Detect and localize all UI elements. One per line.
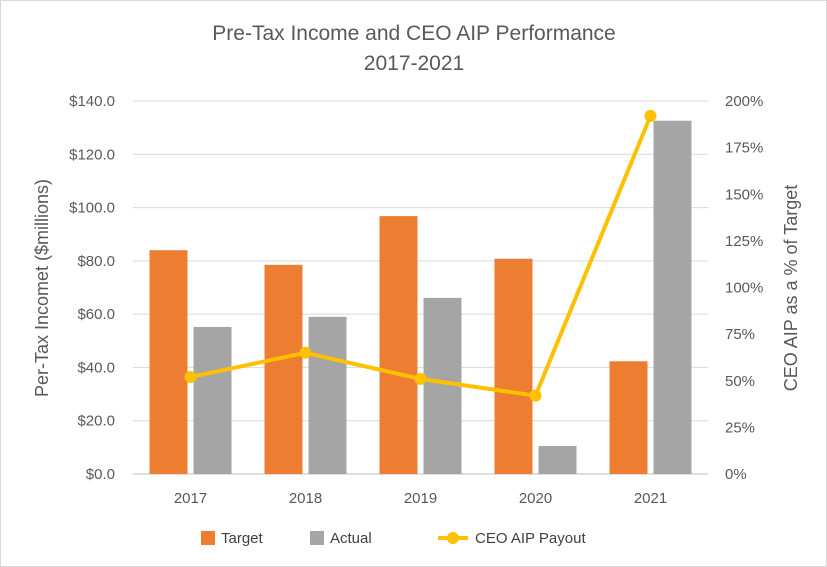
bar-target	[494, 258, 533, 474]
line-marker	[529, 389, 542, 402]
y-tick-label: $0.0	[86, 466, 115, 483]
y2-tick-label: 100%	[725, 280, 763, 297]
y-tick-label: $120.0	[69, 146, 115, 163]
x-tick-label: 2020	[519, 490, 552, 507]
y2-tick-label: 175%	[725, 140, 763, 157]
y2-tick-label: 150%	[725, 186, 763, 203]
y-tick-label: $140.0	[69, 93, 115, 110]
y-tick-label: $100.0	[69, 200, 115, 217]
bar-target	[264, 264, 303, 474]
y2-tick-label: 0%	[725, 466, 747, 483]
legend-ceo-aip-payout-label: CEO AIP Payout	[475, 530, 586, 547]
bar-actual	[538, 446, 577, 474]
line-ceo-aip-payout	[188, 113, 653, 398]
x-tick-label: 2021	[634, 490, 667, 507]
y2-tick-label: 125%	[725, 233, 763, 250]
y2-tick-label: 200%	[725, 93, 763, 110]
y2-tick-label: 50%	[725, 373, 755, 390]
line-marker	[184, 371, 197, 384]
bar-actual	[193, 326, 232, 474]
line-marker	[644, 109, 657, 122]
bar-target	[609, 361, 648, 474]
legend-actual-swatch	[310, 531, 324, 545]
y2-tick-label: 75%	[725, 326, 755, 343]
legend-ceo-aip-payout-marker	[447, 532, 459, 544]
y-tick-label: $60.0	[77, 306, 115, 323]
bar-target	[379, 216, 418, 474]
y-tick-label: $80.0	[77, 253, 115, 270]
bar-actual	[653, 120, 692, 475]
payout-line	[184, 109, 657, 402]
legend-target-swatch	[201, 531, 215, 545]
y2-tick-label: 25%	[725, 419, 755, 436]
x-tick-label: 2019	[404, 490, 437, 507]
legend: Target Actual CEO AIP Payout	[201, 530, 586, 547]
y-axis-title: Per-Tax Incomet ($millions)	[32, 179, 52, 397]
bar-actual	[308, 316, 347, 474]
line-marker	[299, 346, 312, 359]
chart-title-line-2: 2017-2021	[364, 52, 464, 75]
y2-axis-title: CEO AIP as a % of Target	[781, 185, 801, 391]
chart-title-line-1: Pre-Tax Income and CEO AIP Performance	[212, 22, 615, 45]
legend-target-label: Target	[221, 530, 264, 547]
bars	[149, 120, 692, 475]
bar-target	[149, 250, 188, 474]
y-tick-label: $40.0	[77, 359, 115, 376]
axis-ticks: $0.0 $20.0 $40.0 $60.0 $80.0 $100.0 $120.0 $140…	[69, 93, 763, 507]
y-tick-label: $20.0	[77, 413, 115, 430]
x-tick-label: 2017	[174, 490, 207, 507]
legend-actual-label: Actual	[330, 530, 372, 547]
x-tick-label: 2018	[289, 490, 322, 507]
line-marker	[414, 372, 427, 385]
